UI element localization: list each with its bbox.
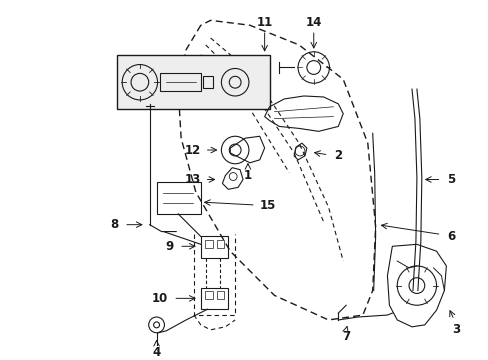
Text: 1: 1 — [244, 169, 251, 182]
Text: 10: 10 — [151, 292, 167, 305]
Text: 11: 11 — [256, 16, 272, 29]
Bar — [216, 240, 224, 248]
Text: 5: 5 — [446, 173, 454, 186]
Bar — [156, 183, 201, 214]
Bar — [216, 292, 224, 299]
Text: 13: 13 — [184, 173, 201, 186]
Text: 9: 9 — [165, 240, 173, 253]
Bar — [201, 237, 228, 258]
Bar — [204, 240, 212, 248]
Bar — [159, 73, 201, 91]
Text: 4: 4 — [152, 346, 161, 359]
Bar — [204, 292, 212, 299]
Text: 12: 12 — [184, 144, 201, 157]
Text: 15: 15 — [259, 198, 275, 212]
Text: 2: 2 — [334, 149, 342, 162]
Text: 8: 8 — [110, 218, 118, 231]
Bar — [203, 76, 212, 88]
Text: 14: 14 — [305, 16, 321, 29]
Text: 6: 6 — [446, 230, 454, 243]
Bar — [117, 55, 269, 109]
Bar — [201, 288, 228, 309]
Text: 3: 3 — [451, 323, 459, 336]
Text: 7: 7 — [342, 330, 349, 343]
